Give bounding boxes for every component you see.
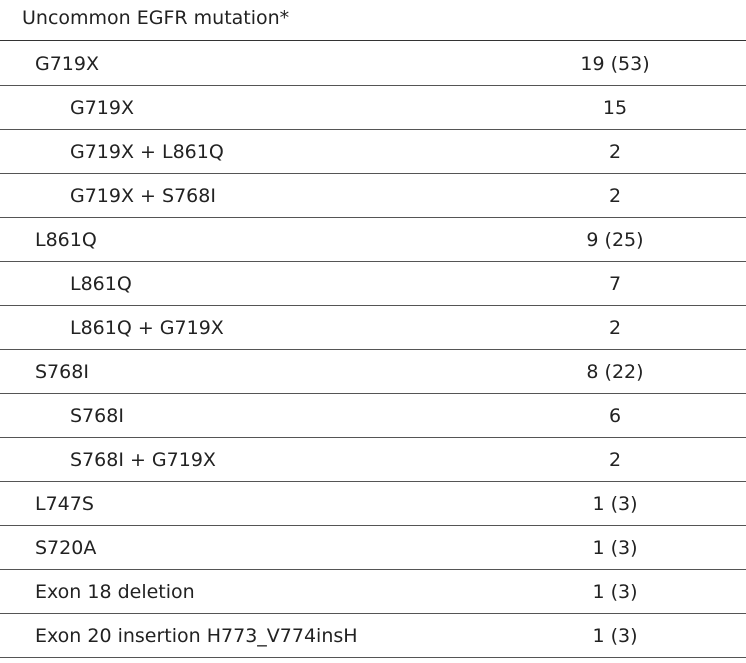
row-label: S768I + G719X — [70, 449, 216, 471]
sub-row: L861Q 7 — [0, 262, 746, 306]
header-rule — [0, 40, 746, 41]
row-label: L861Q + G719X — [70, 317, 224, 339]
sub-row: S768I 6 — [0, 394, 746, 438]
row-label: L747S — [35, 493, 94, 515]
group-row: S720A 1 (3) — [0, 526, 746, 570]
row-value: 15 — [602, 97, 628, 119]
row-label: S768I — [70, 405, 124, 427]
sub-row: L861Q + G719X 2 — [0, 306, 746, 350]
row-label: S768I — [35, 361, 89, 383]
row-label: Exon 20 insertion H773_V774insH — [35, 625, 358, 647]
row-value: 6 — [608, 405, 622, 427]
row-value: 2 — [608, 185, 622, 207]
row-label: G719X — [35, 53, 100, 75]
row-value: 1 (3) — [592, 493, 638, 515]
row-label: L861Q — [35, 229, 97, 251]
row-label: S720A — [35, 537, 97, 559]
row-value: 19 (53) — [580, 53, 650, 75]
group-row: Exon 18 deletion 1 (3) — [0, 570, 746, 614]
table-header: Uncommon EGFR mutation* — [22, 7, 290, 29]
sub-row: G719X 15 — [0, 86, 746, 130]
row-value: 9 (25) — [586, 229, 644, 251]
row-value: 2 — [608, 449, 622, 471]
row-value: 1 (3) — [592, 625, 638, 647]
row-value: 1 (3) — [592, 581, 638, 603]
row-value: 1 (3) — [592, 537, 638, 559]
group-row: Exon 20 insertion H773_V774insH 1 (3) — [0, 614, 746, 658]
sub-row: G719X + S768I 2 — [0, 174, 746, 218]
row-value: 8 (22) — [586, 361, 644, 383]
row-value: 7 — [608, 273, 622, 295]
row-value: 2 — [608, 317, 622, 339]
group-row: L747S 1 (3) — [0, 482, 746, 526]
row-label: G719X + S768I — [70, 185, 216, 207]
row-label: G719X + L861Q — [70, 141, 224, 163]
group-row: L861Q 9 (25) — [0, 218, 746, 262]
sub-row: S768I + G719X 2 — [0, 438, 746, 482]
row-value: 2 — [608, 141, 622, 163]
row-label: G719X — [70, 97, 135, 119]
row-label: Exon 18 deletion — [35, 581, 195, 603]
row-label: L861Q — [70, 273, 132, 295]
group-row: S768I 8 (22) — [0, 350, 746, 394]
group-row: G719X 19 (53) — [0, 42, 746, 86]
sub-row: G719X + L861Q 2 — [0, 130, 746, 174]
